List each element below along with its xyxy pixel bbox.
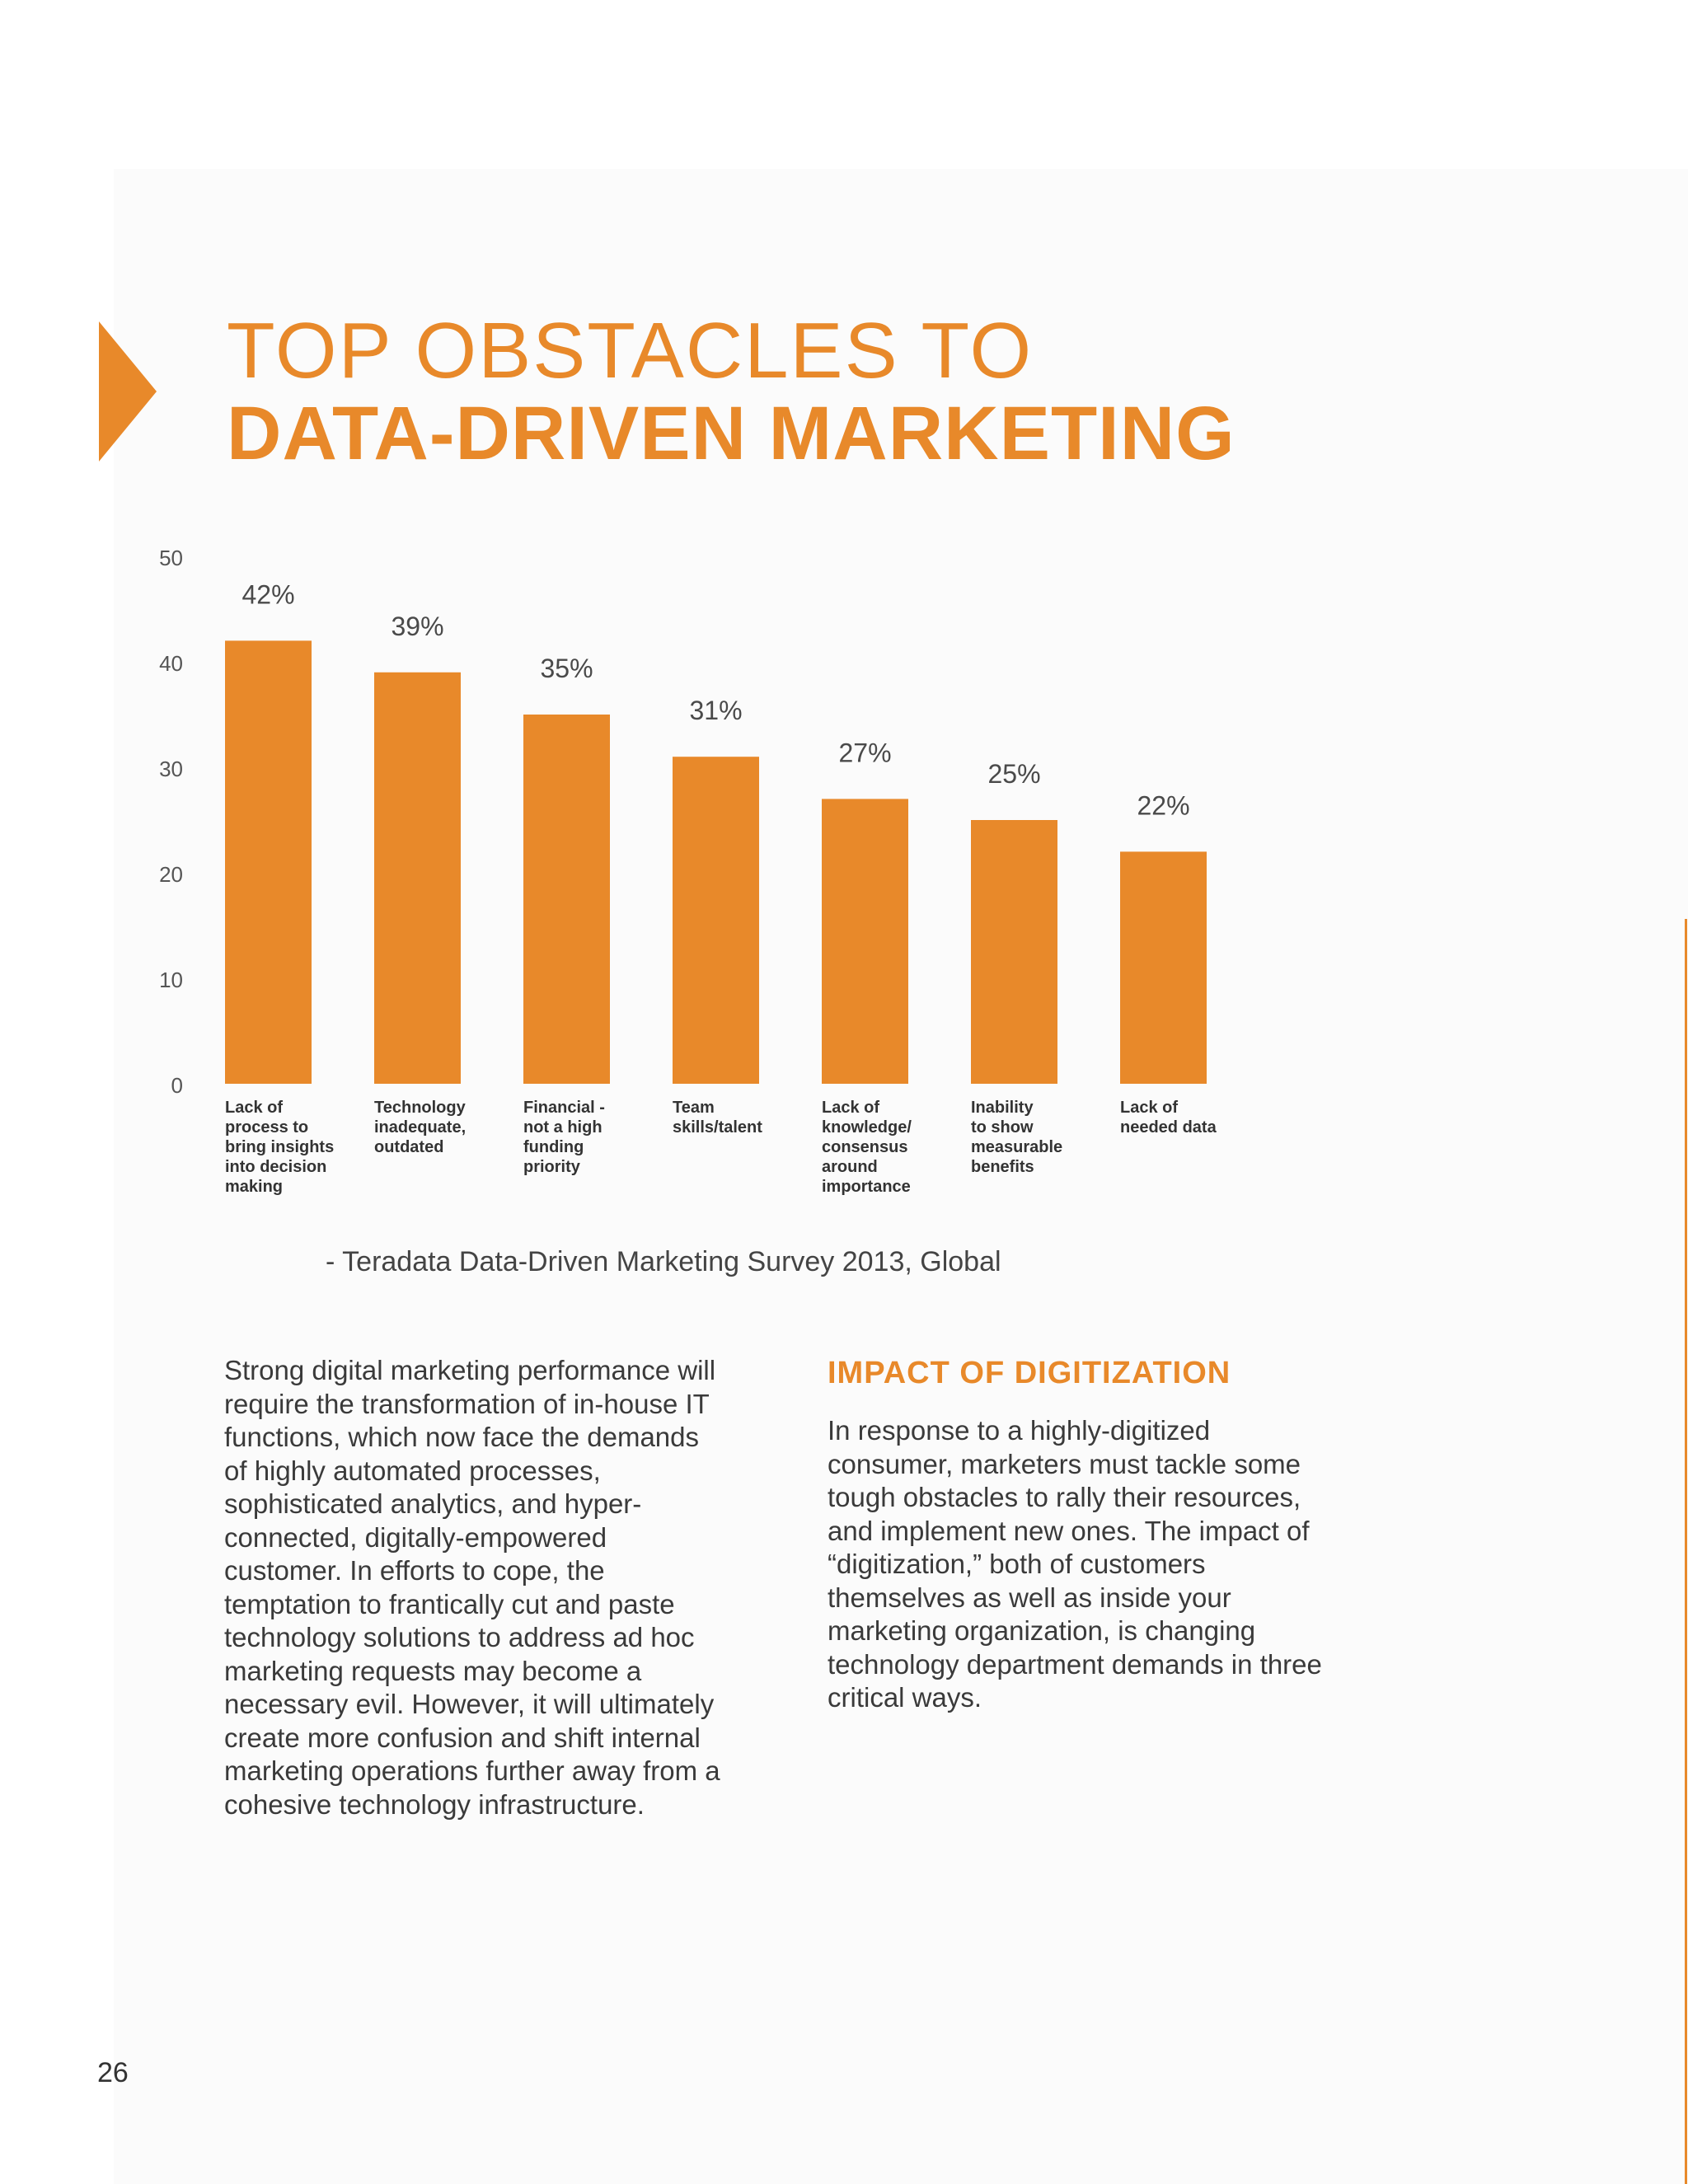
x-tick-label: Team bbox=[673, 1099, 715, 1117]
bar-value-label: 39% bbox=[391, 612, 443, 641]
x-tick-label: needed data bbox=[1120, 1118, 1217, 1137]
x-tick-label: outdated bbox=[374, 1138, 443, 1156]
x-tick-label: Lack of bbox=[822, 1099, 879, 1117]
bar-value-label: 25% bbox=[987, 759, 1040, 789]
y-tick-label: 10 bbox=[159, 968, 183, 992]
bar-value-label: 27% bbox=[838, 738, 891, 767]
x-tick-label: consensus bbox=[822, 1138, 907, 1156]
x-tick-label: skills/talent bbox=[673, 1118, 762, 1137]
bar-value-label: 42% bbox=[241, 579, 294, 609]
bar-1 bbox=[225, 640, 312, 1084]
play-arrow-icon bbox=[99, 321, 157, 462]
x-tick-label: making bbox=[225, 1178, 283, 1196]
bar-value-label: 22% bbox=[1137, 790, 1189, 820]
bar-value-label: 31% bbox=[689, 696, 742, 725]
bar-2 bbox=[374, 672, 461, 1084]
right-column-heading: IMPACT OF DIGITIZATION bbox=[828, 1356, 1231, 1390]
bar-4 bbox=[673, 757, 759, 1084]
y-tick-label: 0 bbox=[171, 1073, 183, 1098]
bar-value-label: 35% bbox=[540, 654, 593, 683]
page-title-line-2: DATA-DRIVEN MARKETING bbox=[227, 391, 1236, 476]
y-tick-label: 30 bbox=[159, 757, 183, 781]
x-tick-label: into decision bbox=[225, 1158, 326, 1176]
accent-edge-line bbox=[1685, 919, 1687, 2184]
x-tick-label: Technology bbox=[374, 1099, 467, 1117]
x-tick-label: around bbox=[822, 1158, 878, 1176]
x-tick-label: Financial - bbox=[523, 1099, 605, 1117]
x-tick-label: measurable bbox=[971, 1138, 1062, 1156]
x-tick-label: inadequate, bbox=[374, 1118, 466, 1137]
x-tick-label: not a high bbox=[523, 1118, 603, 1137]
x-tick-label: importance bbox=[822, 1178, 911, 1196]
bar-6 bbox=[971, 820, 1057, 1084]
x-tick-label: benefits bbox=[971, 1158, 1034, 1176]
page-background-panel bbox=[114, 169, 1688, 2184]
y-tick-label: 50 bbox=[159, 546, 183, 570]
x-tick-label: priority bbox=[523, 1158, 581, 1176]
x-tick-label: Lack of bbox=[1120, 1099, 1178, 1117]
x-tick-label: funding bbox=[523, 1138, 584, 1156]
x-tick-label: process to bbox=[225, 1118, 308, 1137]
bar-5 bbox=[822, 799, 908, 1084]
x-tick-label: Inability bbox=[971, 1099, 1034, 1117]
x-tick-label: bring insights bbox=[225, 1138, 334, 1156]
y-tick-label: 40 bbox=[159, 651, 183, 676]
x-tick-label: knowledge/ bbox=[822, 1118, 912, 1137]
page-number: 26 bbox=[97, 2057, 129, 2088]
bar-7 bbox=[1120, 851, 1207, 1084]
bar-3 bbox=[523, 715, 610, 1084]
chart-source-note: - Teradata Data-Driven Marketing Survey … bbox=[326, 1246, 1001, 1277]
x-tick-label: to show bbox=[971, 1118, 1034, 1137]
x-tick-label: Lack of bbox=[225, 1099, 283, 1117]
y-tick-label: 20 bbox=[159, 862, 183, 887]
right-column-text: In response to a highly-digitized consum… bbox=[828, 1415, 1322, 1713]
page-title-line-1: TOP OBSTACLES TO bbox=[227, 307, 1034, 395]
left-column-text: Strong digital marketing performance wil… bbox=[224, 1355, 720, 1820]
